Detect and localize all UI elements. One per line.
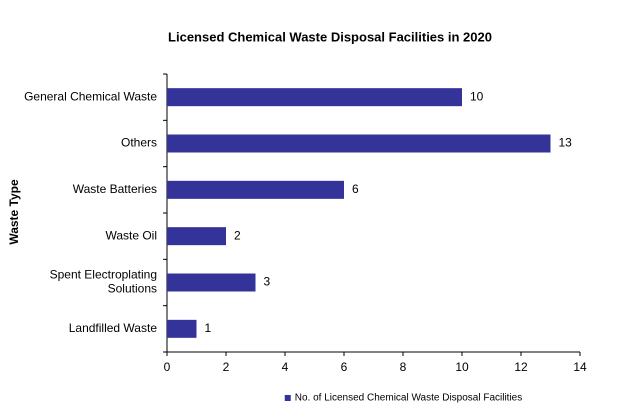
- legend-label: No. of Licensed Chemical Waste Disposal …: [295, 393, 523, 404]
- y-tick-label: General Chemical Waste: [24, 89, 157, 103]
- bar: [167, 180, 344, 199]
- y-tick-label: Landfilled Waste: [69, 321, 158, 335]
- bar: [167, 88, 462, 107]
- x-tick-label: 2: [223, 360, 230, 374]
- x-tick-label: 12: [514, 360, 528, 374]
- bar: [167, 273, 256, 292]
- x-tick-label: 8: [400, 360, 407, 374]
- x-tick-label: 0: [164, 360, 171, 374]
- y-axis-label: Waste Type: [7, 179, 21, 245]
- data-label: 1: [205, 321, 212, 335]
- data-label: 2: [234, 228, 241, 242]
- data-label: 6: [352, 182, 359, 196]
- legend-swatch: [284, 395, 291, 401]
- data-label: 13: [559, 136, 573, 150]
- x-tick-label: 10: [455, 360, 469, 374]
- data-label: 3: [264, 275, 271, 289]
- y-tick-label: Waste Batteries: [73, 182, 157, 196]
- data-label: 10: [470, 89, 484, 103]
- y-tick-label: Others: [121, 136, 157, 150]
- y-tick-label: Spent Electroplating Solutions: [50, 268, 157, 296]
- bar: [167, 134, 551, 153]
- x-tick-label: 14: [573, 360, 587, 374]
- bar: [167, 319, 197, 338]
- bar: [167, 227, 226, 246]
- y-tick-label: Waste Oil: [105, 228, 157, 242]
- x-tick-label: 4: [282, 360, 289, 374]
- x-tick-label: 6: [341, 360, 348, 374]
- chart-title: Licensed Chemical Waste Disposal Facilit…: [168, 29, 492, 44]
